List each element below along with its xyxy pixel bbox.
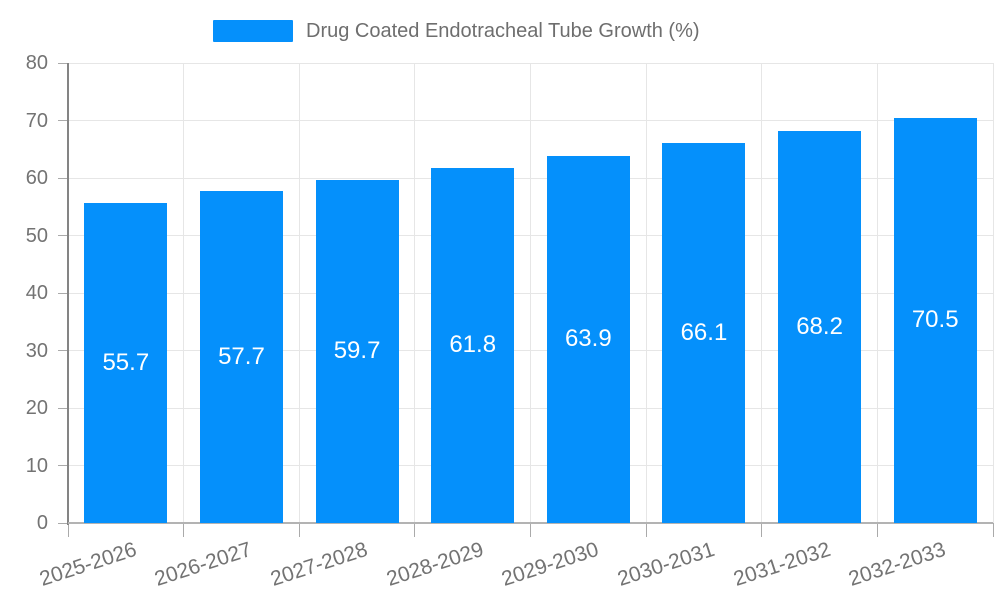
v-gridline: [183, 63, 185, 523]
v-gridline: [530, 63, 531, 523]
x-axis-tick: [298, 523, 300, 537]
y-axis-tick-label: 20: [25, 397, 48, 419]
x-axis-tick: [992, 523, 994, 537]
y-axis-tick: [58, 522, 68, 524]
y-axis-tick: [58, 407, 68, 409]
v-gridline: [992, 63, 994, 523]
bar-value-label: 68.2: [796, 312, 843, 340]
y-axis-tick-label: 30: [25, 339, 48, 362]
bar-value-label: 55.7: [102, 348, 150, 376]
x-axis-tick: [645, 523, 647, 537]
bar-value-label: 57.7: [218, 343, 265, 371]
x-axis-tick: [876, 523, 878, 537]
bar[interactable]: [893, 117, 977, 523]
y-axis-tick-label: 50: [25, 224, 48, 247]
legend-swatch: [213, 20, 293, 42]
y-axis-tick: [58, 350, 68, 351]
bar[interactable]: [431, 167, 515, 523]
v-gridline: [414, 63, 416, 523]
v-gridline: [761, 63, 763, 523]
v-gridline: [876, 63, 878, 523]
bar[interactable]: [199, 191, 283, 523]
x-axis-tick: [67, 523, 69, 537]
legend-item[interactable]: Drug Coated Endotracheal Tube Growth (%): [213, 19, 700, 43]
y-axis-tick-label: 70: [25, 109, 48, 132]
y-axis-tick: [58, 62, 68, 64]
y-axis-tick-label: 10: [25, 454, 48, 477]
x-axis-line: [68, 522, 993, 524]
x-axis-tick: [183, 523, 185, 537]
y-axis-tick-label: 0: [36, 512, 48, 534]
bar[interactable]: [778, 130, 862, 523]
bar-value-label: 59.7: [333, 337, 381, 365]
y-axis-tick-label: 80: [25, 52, 48, 74]
y-axis-tick: [58, 465, 68, 466]
legend-label: Drug Coated Endotracheal Tube Growth (%): [306, 20, 700, 42]
bar[interactable]: [546, 155, 630, 523]
v-gridline: [645, 63, 647, 523]
bar-value-label: 61.8: [449, 331, 497, 359]
bar[interactable]: [662, 142, 746, 523]
bar[interactable]: [84, 202, 168, 523]
y-axis-tick-label: 60: [25, 167, 48, 189]
y-axis-line: [67, 63, 69, 525]
y-axis-tick: [58, 235, 68, 236]
bar[interactable]: [315, 179, 399, 523]
y-axis-tick-label: 40: [25, 282, 48, 304]
y-axis-tick: [58, 177, 68, 179]
bar-value-label: 63.9: [564, 325, 612, 353]
x-axis-tick: [530, 523, 531, 537]
x-axis-tick: [761, 523, 763, 537]
y-axis-tick: [58, 292, 68, 294]
y-axis-tick: [58, 120, 68, 121]
v-gridline: [298, 63, 300, 523]
x-axis-tick: [414, 523, 416, 537]
bar-value-label: 66.1: [680, 318, 728, 346]
bar-value-label: 70.5: [911, 306, 959, 334]
